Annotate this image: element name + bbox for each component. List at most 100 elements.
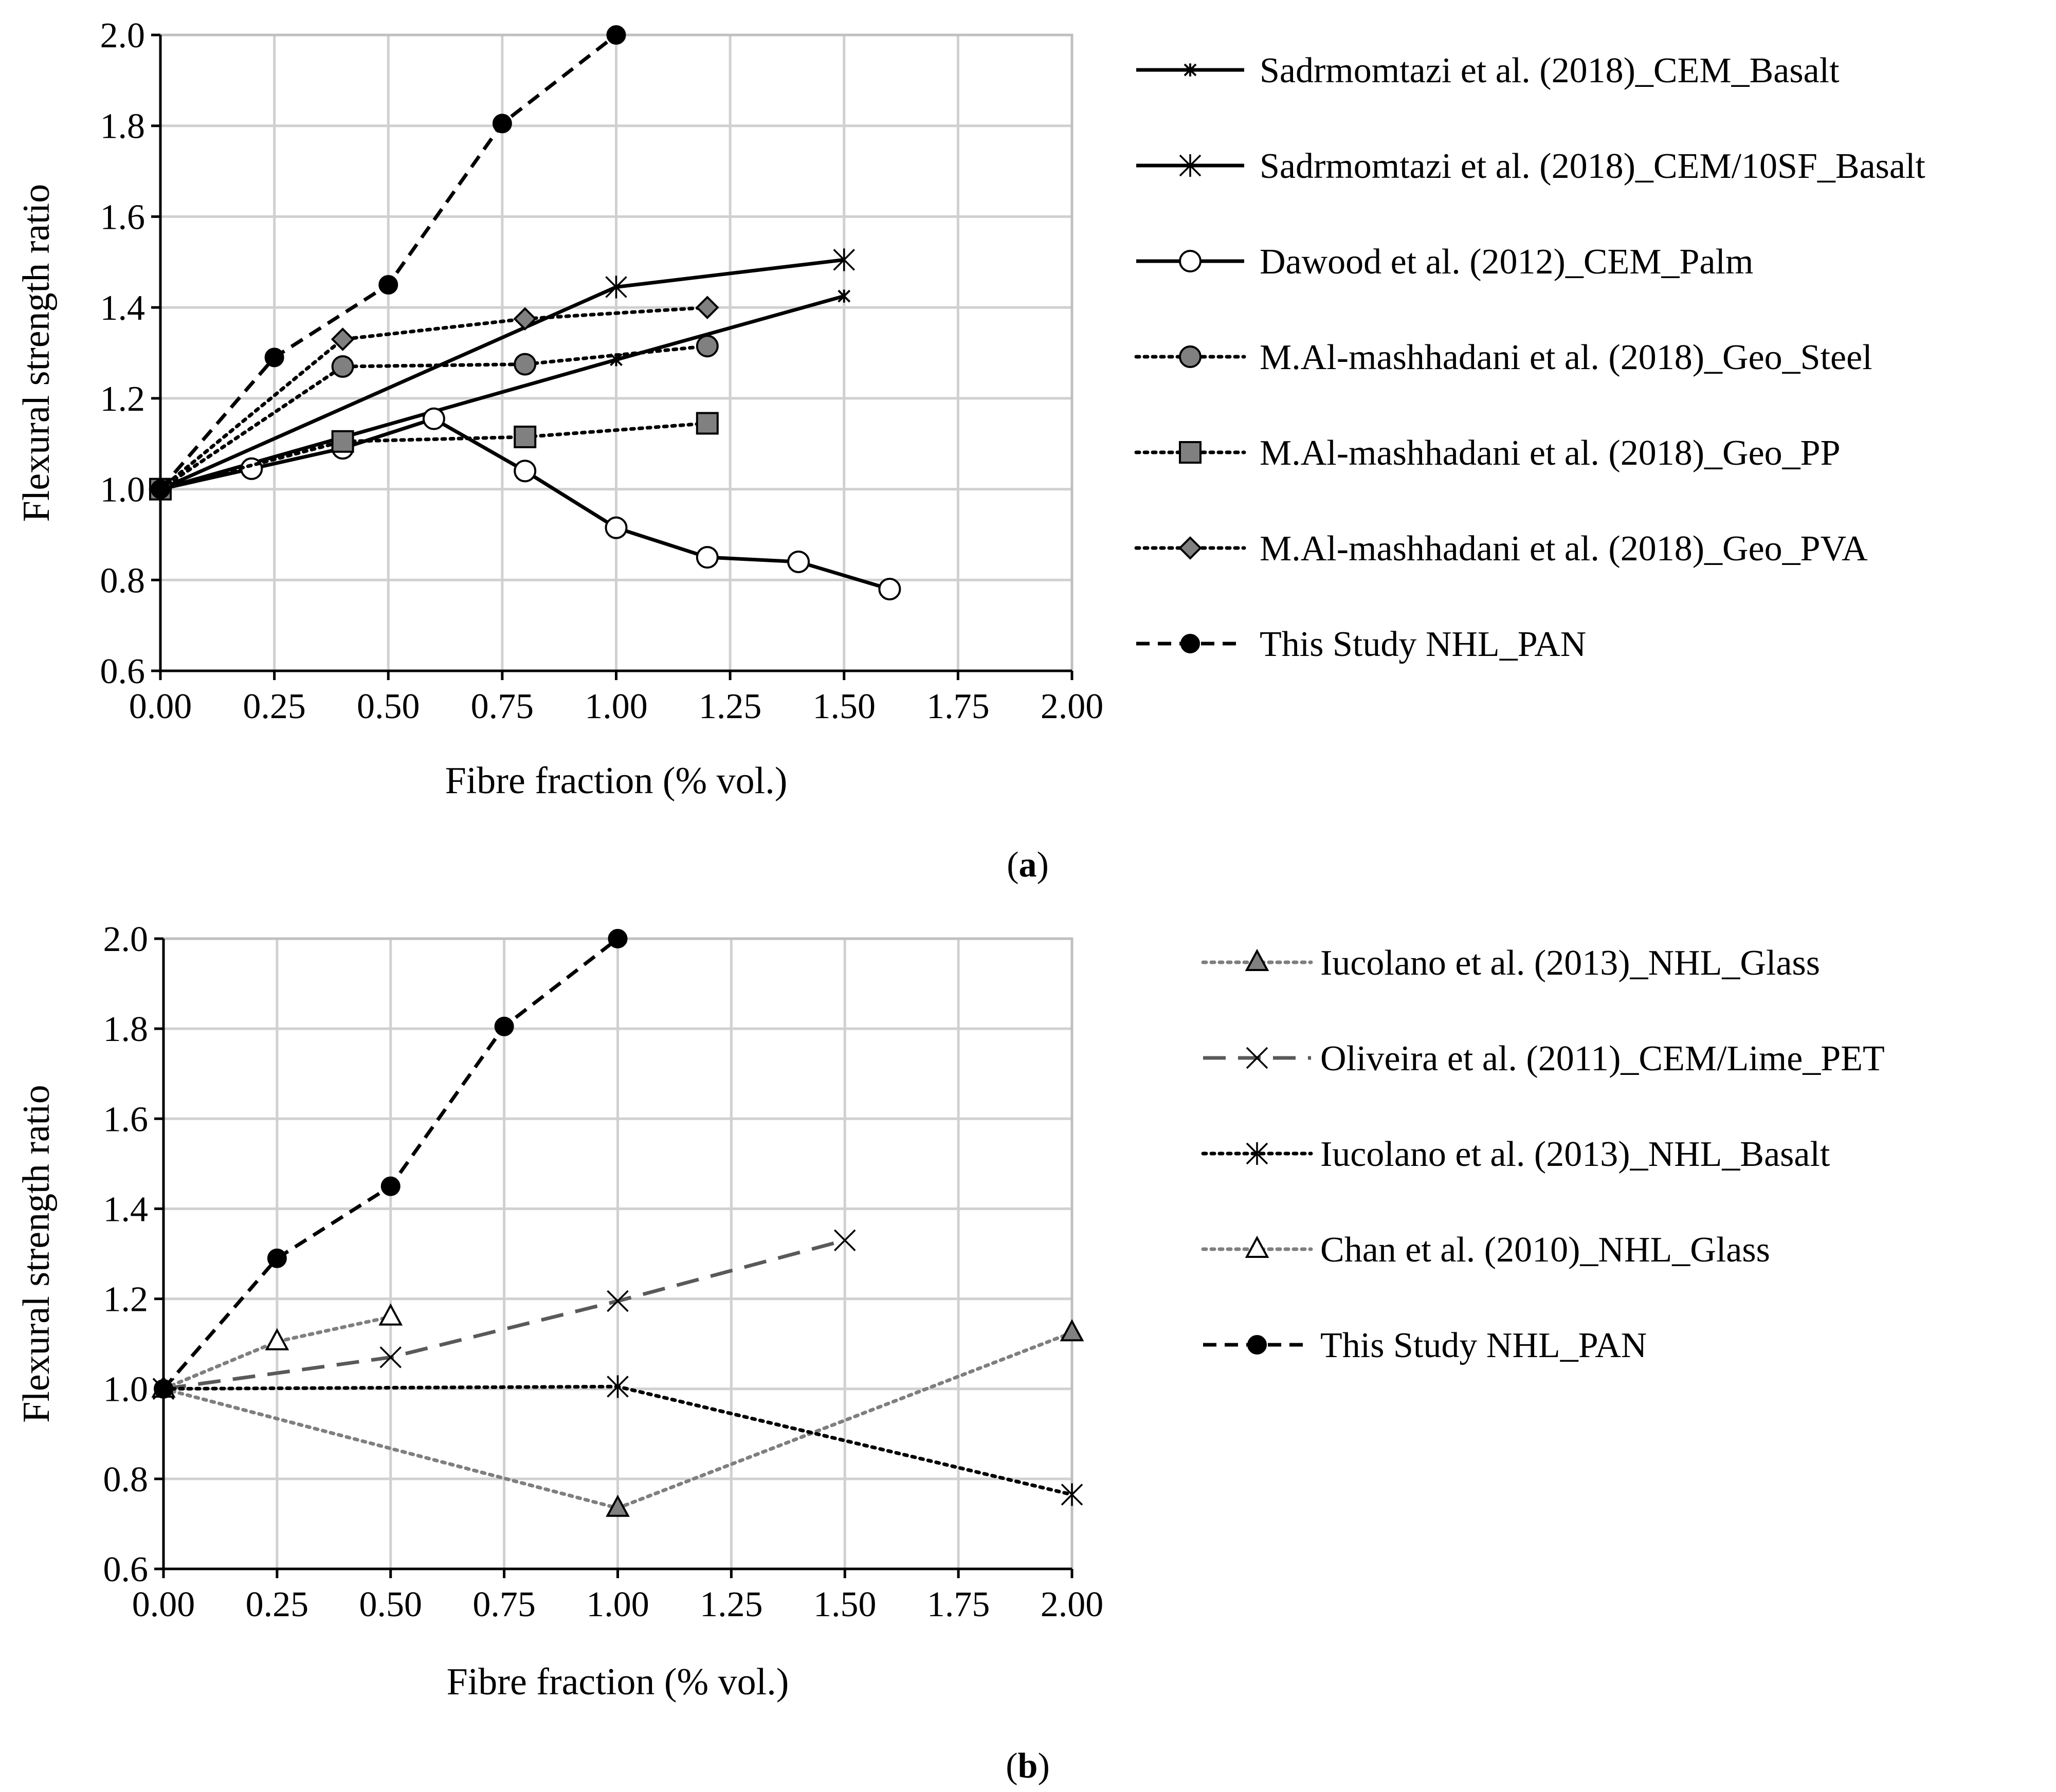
legend-marker <box>1180 634 1200 653</box>
legend-item: Iucolano et al. (2013)_NHL_Basalt <box>1201 1135 1830 1174</box>
legend-item: Iucolano et al. (2013)_NHL_Glass <box>1201 943 1820 983</box>
data-point <box>606 1494 630 1517</box>
data-point <box>265 1328 289 1350</box>
series-line <box>158 305 709 491</box>
x-tick-label: 1.75 <box>927 1585 990 1624</box>
legend-marker <box>1246 1142 1268 1165</box>
data-point <box>838 289 851 303</box>
data-point <box>1061 1483 1083 1506</box>
data-point <box>607 1290 629 1312</box>
x-tick-label: 2.00 <box>1041 1585 1104 1624</box>
series-line <box>158 421 709 491</box>
y-tick-label: 1.0 <box>103 1370 149 1410</box>
y-tick-label: 1.6 <box>100 197 145 237</box>
legend-label: This Study NHL_PAN <box>1320 1326 1647 1365</box>
legend-label: Iucolano et al. (2013)_NHL_Basalt <box>1320 1135 1830 1174</box>
data-point <box>696 335 719 358</box>
series-6 <box>151 25 626 499</box>
legend-label: Sadrmomtazi et al. (2018)_CEM_Basalt <box>1260 51 1840 90</box>
legend-item: Dawood et al. (2012)_CEM_Palm <box>1136 242 1753 282</box>
panel-label-b: (b) <box>1006 1746 1050 1786</box>
legend-item: M.Al-mashhadani et al. (2018)_Geo_PP <box>1134 433 1841 473</box>
data-point <box>379 1346 402 1368</box>
legend-item: This Study NHL_PAN <box>1203 1326 1647 1365</box>
data-point <box>696 546 719 569</box>
legend-label: This Study NHL_PAN <box>1260 625 1586 664</box>
legend-marker <box>1179 345 1202 368</box>
legend-label: Iucolano et al. (2013)_NHL_Glass <box>1320 943 1820 983</box>
x-tick-label: 0.25 <box>243 687 306 726</box>
x-tick-label: 0.25 <box>246 1585 309 1624</box>
x-ticks-b: 0.00 0.25 0.50 0.75 1.00 1.25 1.50 1.75 2.00 <box>132 1569 1104 1624</box>
chart-panel-a: 0.00 0.25 0.50 0.75 1.00 1.25 1.50 1.75 2.00 0.6… <box>15 16 1925 885</box>
series-layer-a <box>149 25 901 600</box>
data-point <box>240 457 263 480</box>
x-tick-label: 0.75 <box>471 687 534 726</box>
series-line <box>163 1238 846 1391</box>
data-point <box>331 327 355 351</box>
y-tick-label: 1.4 <box>103 1190 149 1229</box>
panel-label-a: (a) <box>1007 845 1049 885</box>
legend-marker <box>1178 536 1202 560</box>
legend-label: M.Al-mashhadani et al. (2018)_Geo_PP <box>1260 433 1841 473</box>
legend-marker <box>1246 1047 1268 1069</box>
y-ticks-b: 0.6 0.8 1.0 1.2 1.4 1.6 1.8 2.0 <box>103 920 163 1589</box>
legend-item: M.Al-mashhadani et al. (2018)_Geo_Steel <box>1134 338 1872 377</box>
legend-label: M.Al-mashhadani et al. (2018)_Geo_Steel <box>1260 338 1872 377</box>
data-point <box>608 929 628 948</box>
data-point <box>422 407 445 430</box>
y-tick-label: 1.6 <box>103 1100 149 1139</box>
data-point <box>607 1375 629 1398</box>
legend-item: This Study NHL_PAN <box>1136 625 1586 664</box>
y-tick-label: 1.8 <box>103 1010 149 1049</box>
legend-marker <box>1245 1235 1269 1258</box>
legend-label: M.Al-mashhadani et al. (2018)_Geo_PVA <box>1260 529 1868 569</box>
data-point <box>380 1176 401 1196</box>
data-point <box>154 1379 173 1399</box>
data-point <box>494 1016 514 1036</box>
y-ticks-a: 0.6 0.8 1.0 1.2 1.4 1.6 1.8 2.0 <box>100 16 160 691</box>
y-tick-label: 2.0 <box>103 920 149 959</box>
y-axis-label-b: Flexural strength ratio <box>15 1085 58 1423</box>
data-point <box>514 353 537 376</box>
data-point <box>1060 1319 1084 1342</box>
x-axis-label-b: Fibre fraction (% vol.) <box>447 1661 789 1703</box>
y-axis-label-a: Flexural strength ratio <box>15 184 58 522</box>
legend-marker <box>1179 250 1202 272</box>
y-tick-label: 0.6 <box>103 1550 149 1589</box>
y-tick-label: 1.2 <box>103 1280 149 1320</box>
x-ticks-a: 0.00 0.25 0.50 0.75 1.00 1.25 1.50 1.75 2.00 <box>129 671 1104 726</box>
data-point <box>378 1303 403 1326</box>
legend-label: Chan et al. (2010)_NHL_Glass <box>1320 1230 1770 1270</box>
data-point <box>514 460 537 483</box>
data-point <box>151 479 170 499</box>
x-tick-label: 2.00 <box>1041 687 1104 726</box>
series-4 <box>154 929 628 1399</box>
x-tick-label: 1.00 <box>586 1585 649 1624</box>
x-tick-label: 0.50 <box>359 1585 423 1624</box>
legend-marker <box>1179 154 1202 177</box>
data-point <box>378 275 398 295</box>
legend-label: Oliveira et al. (2011)_CEM/Lime_PET <box>1320 1039 1885 1078</box>
chart-panel-b: 0.00 0.25 0.50 0.75 1.00 1.25 1.50 1.75 2.00 0.6… <box>15 920 1885 1786</box>
y-tick-label: 0.8 <box>100 561 145 600</box>
data-point <box>513 307 537 331</box>
legend-a: Sadrmomtazi et al. (2018)_CEM_Basalt Sadr… <box>1134 51 1925 664</box>
x-tick-label: 1.25 <box>699 687 762 726</box>
y-tick-label: 1.0 <box>100 470 145 510</box>
data-point <box>267 1248 287 1268</box>
x-tick-label: 0.75 <box>472 1585 536 1624</box>
data-point <box>695 296 719 319</box>
legend-marker <box>1179 441 1202 464</box>
legend-item: Sadrmomtazi et al. (2018)_CEM/10SF_Basal… <box>1136 147 1925 186</box>
legend-label: Sadrmomtazi et al. (2018)_CEM/10SF_Basal… <box>1260 147 1925 186</box>
x-tick-label: 1.50 <box>813 687 876 726</box>
data-point <box>833 248 855 271</box>
y-tick-label: 1.2 <box>100 379 145 419</box>
x-tick-label: 1.00 <box>585 687 648 726</box>
y-tick-label: 2.0 <box>100 16 145 56</box>
data-point <box>331 430 354 453</box>
y-tick-label: 0.6 <box>100 652 145 691</box>
legend-marker <box>1184 63 1197 77</box>
